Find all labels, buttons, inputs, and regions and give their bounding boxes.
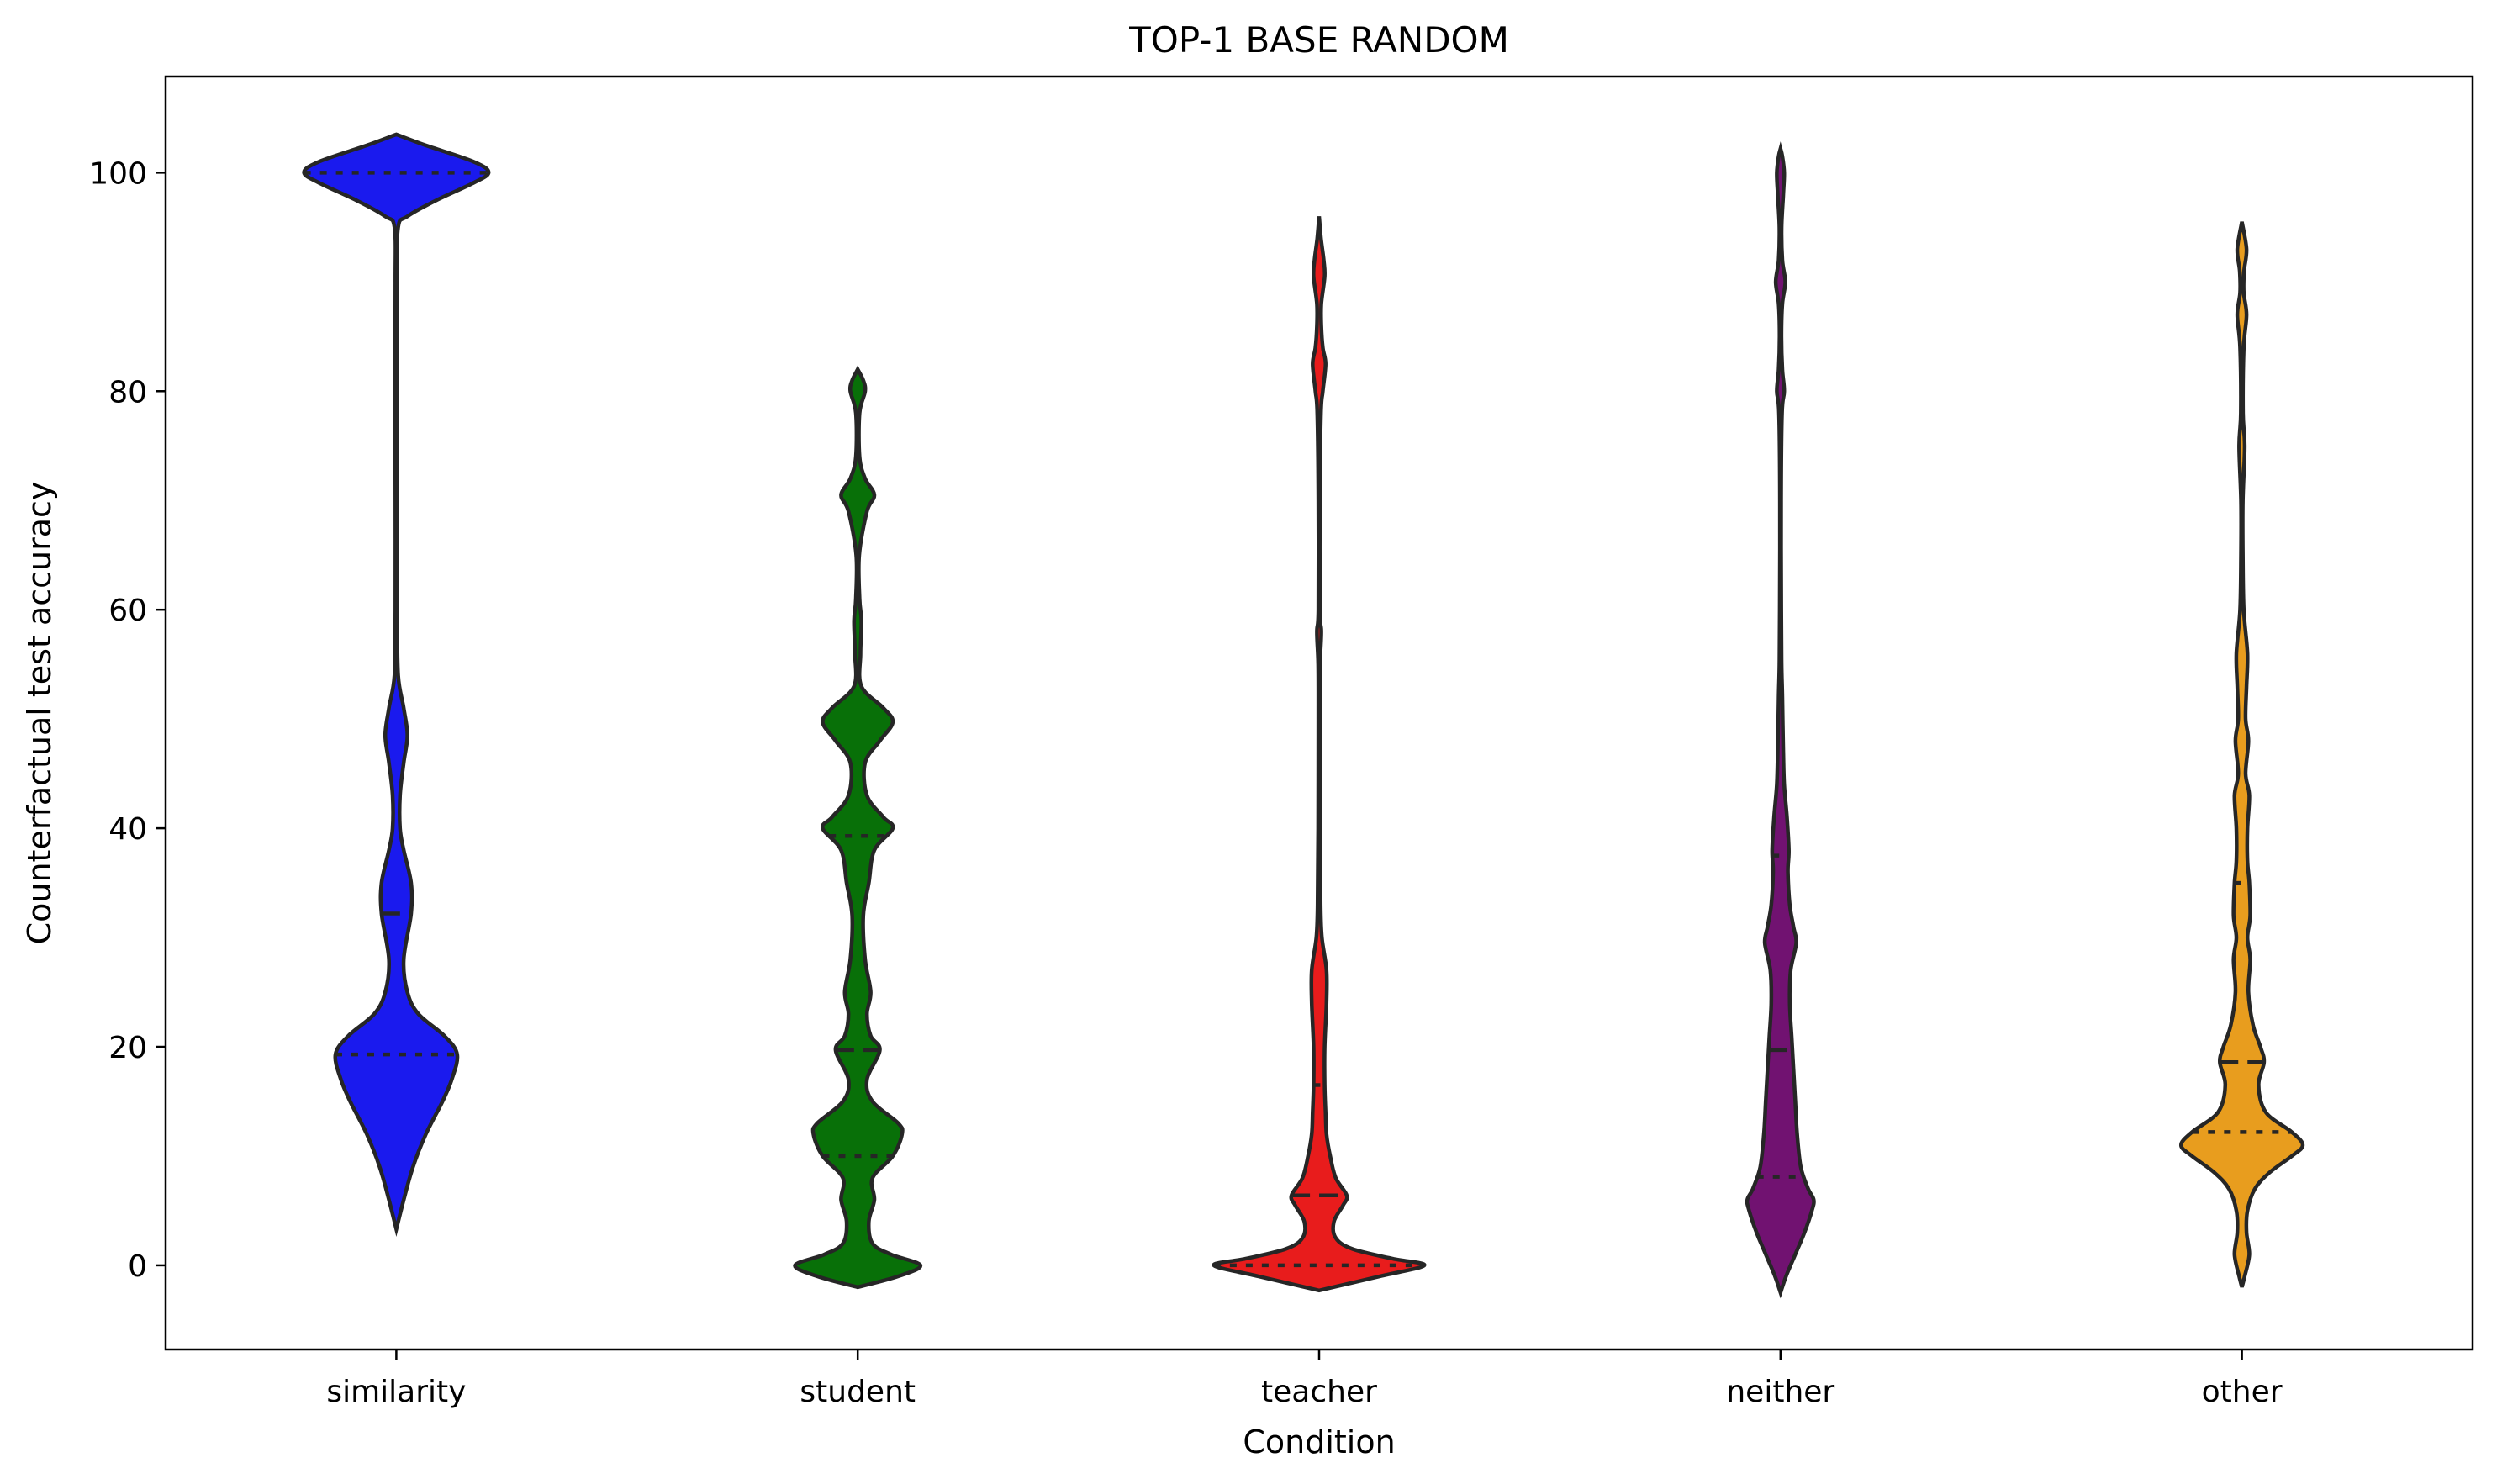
y-tick-label-100: 100 <box>89 156 147 191</box>
violin-other <box>2178 221 2305 1288</box>
x-axis-label: Condition <box>1243 1423 1395 1460</box>
y-tick-label-80: 80 <box>108 375 147 409</box>
x-tick-label-teacher: teacher <box>1261 1375 1377 1409</box>
violin-body-similarity <box>302 132 491 1237</box>
violin-body-teacher <box>1212 216 1427 1293</box>
violin-body-student <box>793 365 923 1290</box>
y-axis: 0 20 40 60 80 100 <box>89 156 166 1284</box>
y-tick-label-0: 0 <box>128 1249 147 1284</box>
violin-body-neither <box>1745 141 1816 1299</box>
y-axis-label: Counterfactual test accuracy <box>21 482 58 945</box>
violin-student <box>793 365 923 1290</box>
violin-similarity <box>302 132 491 1237</box>
violin-group <box>302 132 2305 1299</box>
x-tick-label-neither: neither <box>1726 1375 1834 1409</box>
x-tick-label-student: student <box>800 1375 916 1409</box>
violin-body-other <box>2178 221 2305 1288</box>
y-tick-label-60: 60 <box>108 594 147 628</box>
violin-teacher <box>1212 216 1427 1293</box>
x-axis: similarity student teacher neither other <box>326 1349 2283 1409</box>
y-tick-label-20: 20 <box>108 1031 147 1065</box>
x-tick-label-similarity: similarity <box>326 1375 466 1409</box>
x-tick-label-other: other <box>2202 1375 2283 1409</box>
violin-neither <box>1745 141 1816 1299</box>
y-tick-label-40: 40 <box>108 812 147 847</box>
chart-title: TOP-1 BASE RANDOM <box>1128 19 1509 61</box>
